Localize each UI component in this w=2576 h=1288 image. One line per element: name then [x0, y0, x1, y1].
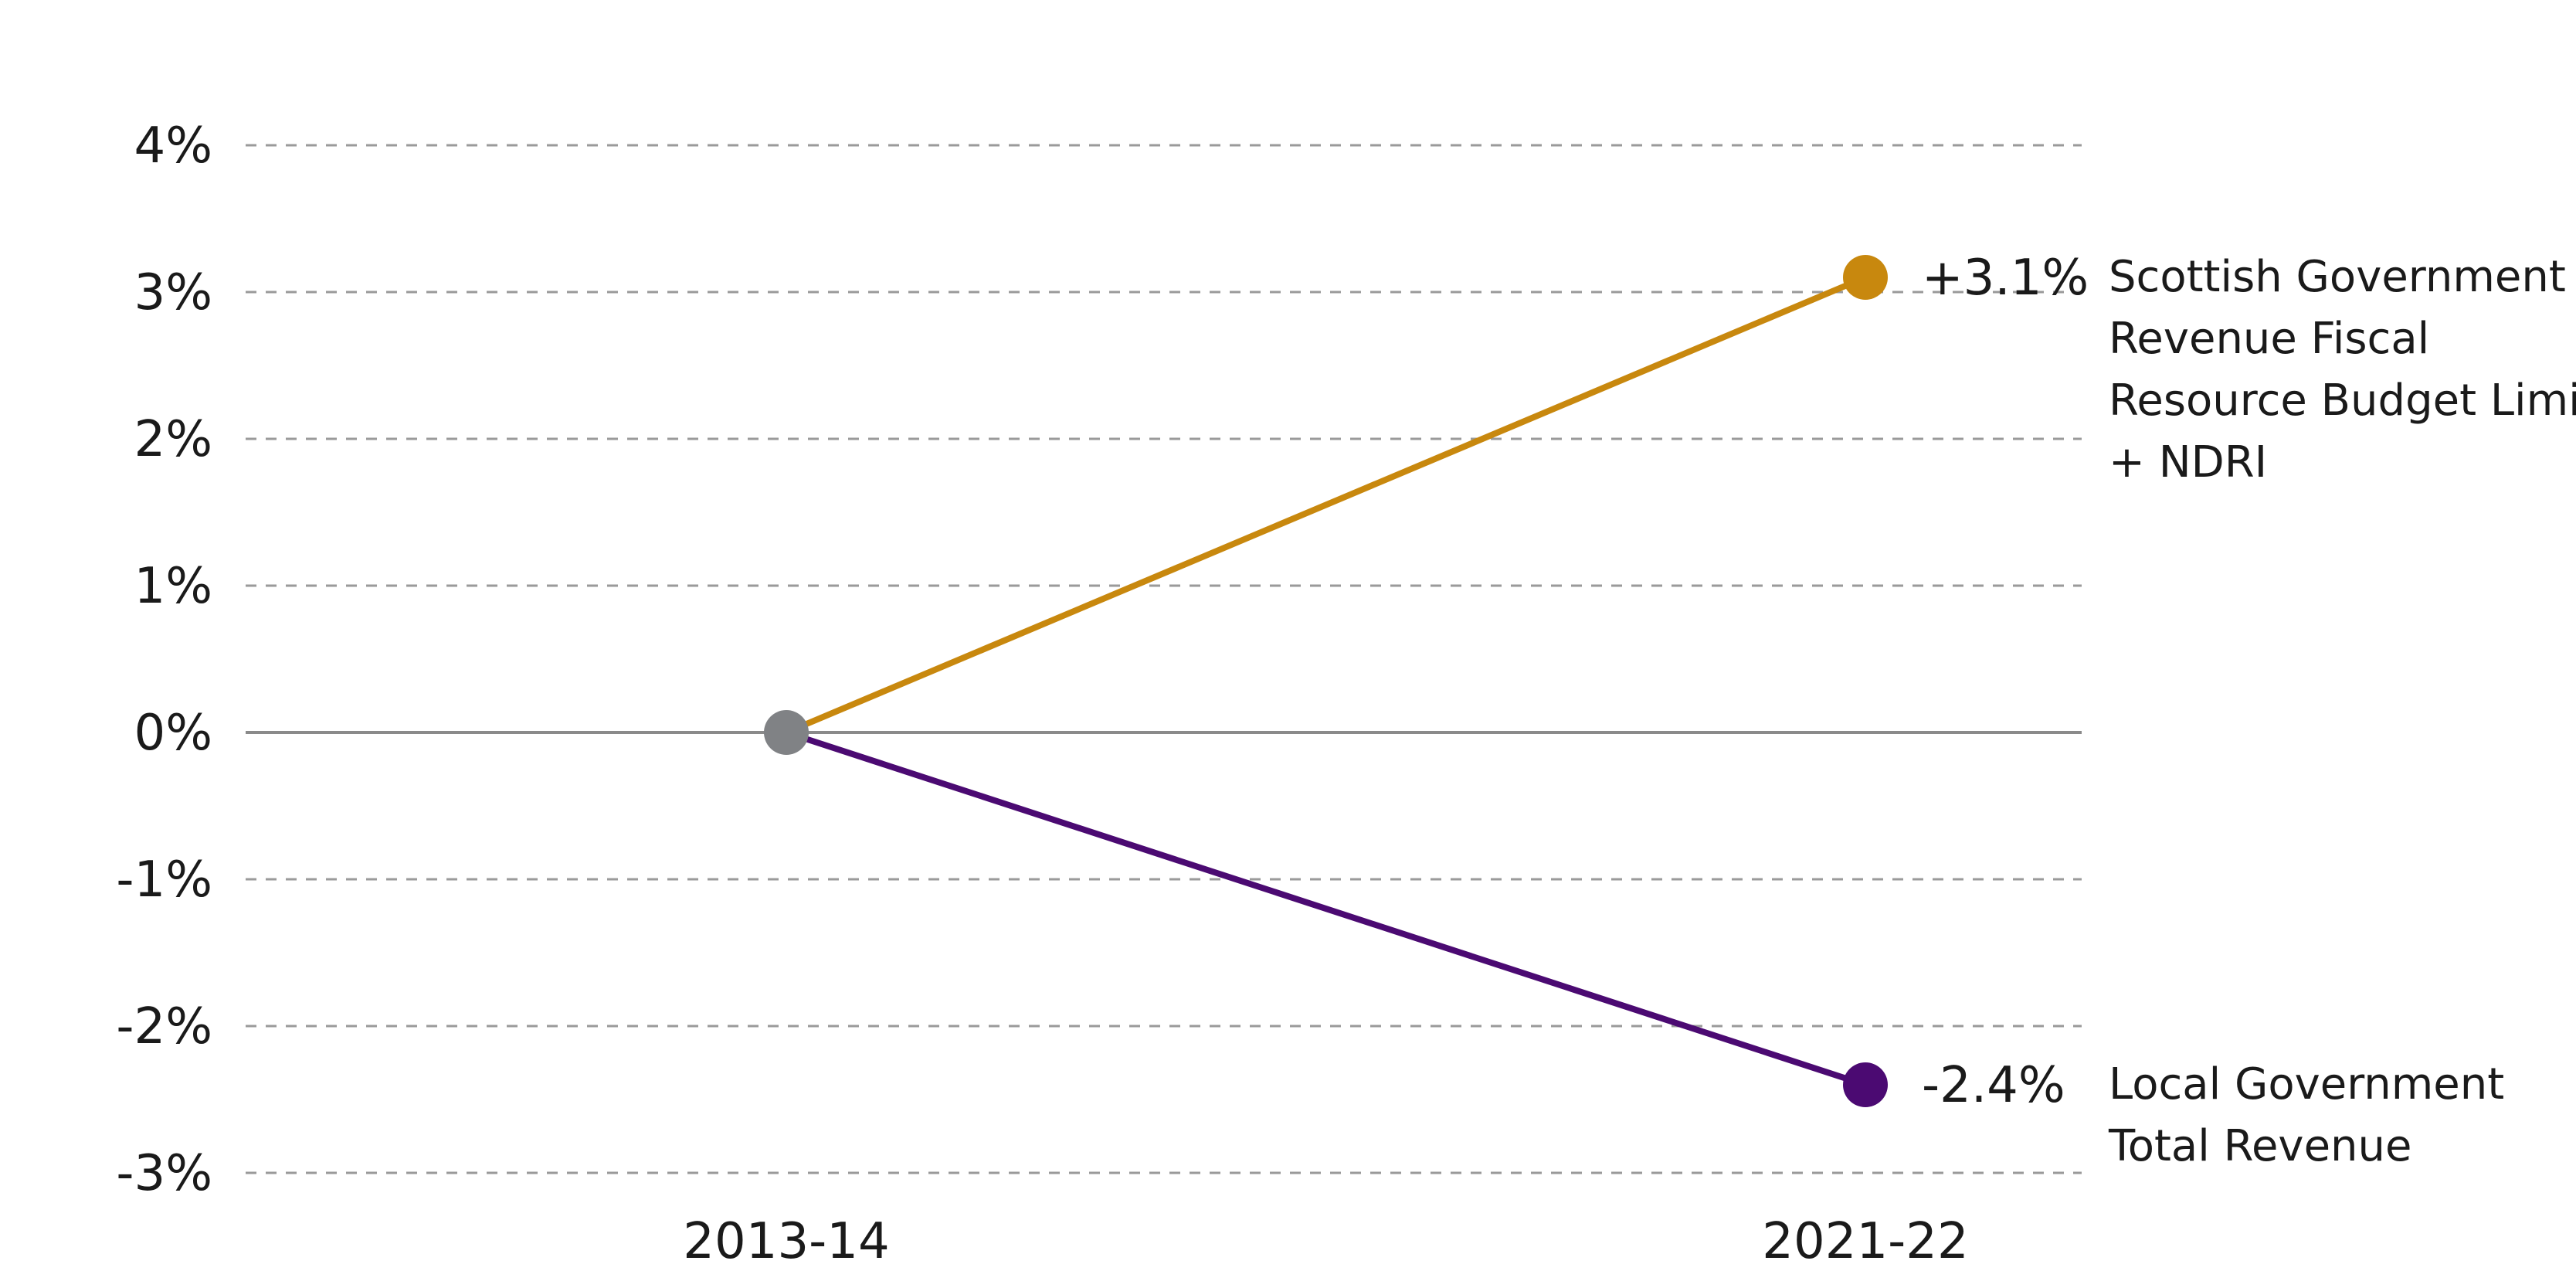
- value-label-0: +3.1%: [1922, 250, 2089, 307]
- value-label-1: -2.4%: [1922, 1057, 2065, 1114]
- y-tick-label: 3%: [134, 264, 212, 321]
- series-label-line: Resource Budget Limit: [2109, 376, 2576, 426]
- y-tick-label: 1%: [134, 558, 212, 615]
- series-line-0: [783, 274, 1868, 736]
- x-tick-label: 2013-14: [683, 1213, 889, 1270]
- y-tick-label: -3%: [116, 1145, 212, 1202]
- end-point-1: [1843, 1062, 1888, 1107]
- data-points: [764, 255, 1888, 1107]
- series-line-1: [783, 729, 1868, 1088]
- y-tick-label: -1%: [116, 851, 212, 909]
- series-label-line: Scottish Government: [2109, 252, 2566, 302]
- y-axis: 4% 3% 2% 1% 0% -1% -2% -3%: [116, 117, 212, 1202]
- series-label-line: Total Revenue: [2108, 1121, 2411, 1171]
- y-tick-label: 2%: [134, 411, 212, 468]
- series-label-line: Local Government: [2109, 1059, 2504, 1110]
- y-tick-label: 0%: [134, 705, 212, 762]
- x-tick-label: 2021-22: [1762, 1213, 1968, 1270]
- series-label-line: + NDRI: [2109, 437, 2267, 488]
- data-labels: +3.1% Scottish Government Revenue Fiscal Re…: [1922, 250, 2576, 1171]
- x-axis: 2013-14 2021-22: [683, 1213, 1968, 1270]
- grid-lines: [246, 144, 2082, 1174]
- y-tick-label: -2%: [116, 998, 212, 1055]
- series-lines: [783, 274, 1868, 1088]
- y-tick-label: 4%: [134, 117, 212, 175]
- series-label-line: Revenue Fiscal: [2109, 314, 2429, 364]
- end-point-0: [1843, 255, 1888, 300]
- start-point: [764, 710, 809, 755]
